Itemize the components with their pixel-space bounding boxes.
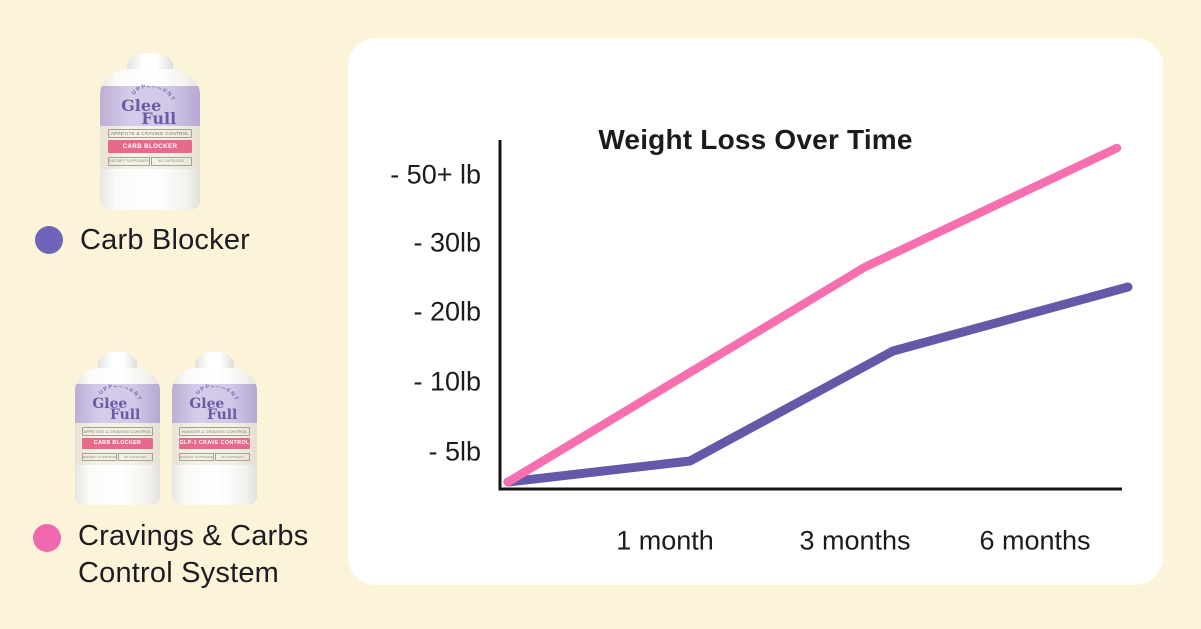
bottle-label: HUNGER & CRAVING CONTROL GLP-1 CRAVE CON… bbox=[172, 422, 257, 466]
label-info-right: 60 CAPSULES bbox=[118, 453, 154, 462]
label-product-name: CARB BLOCKER bbox=[81, 437, 154, 450]
brand-logo: Glee Full bbox=[189, 395, 239, 423]
y-tick-5lb: - 5lb bbox=[428, 436, 481, 467]
y-tick-20lb: - 20lb bbox=[413, 296, 481, 327]
bottle-label: APPETITE & CRAVING CONTROL CARB BLOCKER … bbox=[75, 422, 160, 466]
label-product-name: CARB BLOCKER bbox=[108, 140, 192, 153]
chart-title: Weight Loss Over Time bbox=[598, 124, 913, 155]
label-info-left: DIETARY SUPPLEMENT bbox=[108, 157, 150, 166]
bottle-cap bbox=[97, 352, 138, 369]
bottle-shoulder bbox=[100, 69, 200, 86]
label-info-right: 60 CAPSULES bbox=[150, 157, 192, 166]
y-tick-10lb: - 10lb bbox=[413, 366, 481, 397]
y-tick-30lb: - 30lb bbox=[413, 227, 481, 258]
label-category: HUNGER & CRAVING CONTROL bbox=[178, 426, 251, 436]
bottle-shoulder bbox=[75, 368, 160, 384]
bottle-body: SUPPLEMENTS Glee Full APPETITE & CRAVING… bbox=[75, 367, 160, 505]
label-product-name: GLP-1 CRAVE CONTROL bbox=[178, 437, 251, 450]
bottle-shoulder bbox=[172, 368, 257, 384]
brand-logo-line2: Full bbox=[141, 109, 177, 129]
brand-band: SUPPLEMENTS Glee Full bbox=[100, 82, 200, 129]
product-bottle-glp1-crave-control: SUPPLEMENTS Glee Full HUNGER & CRAVING C… bbox=[172, 352, 257, 505]
product-bottle-carb-blocker-2: SUPPLEMENTS Glee Full APPETITE & CRAVING… bbox=[75, 352, 160, 505]
label-info-left: DIETARY SUPPLEMENT bbox=[178, 453, 214, 462]
brand-band: SUPPLEMENTS Glee Full bbox=[75, 382, 160, 423]
bottle-cap bbox=[194, 352, 235, 369]
legend-label-cravings-carbs-system: Cravings & Carbs Control System bbox=[78, 520, 309, 589]
brand-logo: Glee Full bbox=[121, 96, 179, 129]
brand-logo-line1: Glee bbox=[189, 395, 225, 412]
x-tick-3-months: 3 months bbox=[799, 525, 911, 556]
brand-logo-line2: Full bbox=[206, 406, 238, 423]
carb-blocker-line bbox=[503, 282, 1133, 487]
cravings-carbs-system-line bbox=[503, 143, 1122, 487]
bottle-body: SUPPLEMENTS Glee Full HUNGER & CRAVING C… bbox=[172, 367, 257, 505]
y-tick-50lb: - 50+ lb bbox=[390, 159, 481, 190]
label-info-row: DIETARY SUPPLEMENT 60 CAPSULES bbox=[178, 453, 251, 462]
legend-dot-carb-blocker bbox=[35, 226, 63, 254]
brand-band: SUPPLEMENTS Glee Full bbox=[172, 382, 257, 423]
label-info-right: 60 CAPSULES bbox=[215, 453, 251, 462]
label-info-left: DIETARY SUPPLEMENT bbox=[81, 453, 117, 462]
bottle-body: SUPPLEMENTS Glee Full APPETITE & CRAVING… bbox=[100, 69, 200, 210]
bottle-cap bbox=[127, 53, 173, 71]
brand-logo-line1: Glee bbox=[92, 395, 128, 412]
product-bottle-carb-blocker: SUPPLEMENTS Glee Full APPETITE & CRAVING… bbox=[100, 53, 200, 210]
label-category: APPETITE & CRAVING CONTROL bbox=[81, 426, 154, 436]
brand-logo: Glee Full bbox=[92, 395, 142, 423]
weight-loss-chart bbox=[498, 140, 1133, 491]
legend-dot-cravings-carbs-system bbox=[33, 524, 61, 552]
chart-card: Weight Loss Over Time - 50+ lb - 30lb - … bbox=[348, 38, 1163, 585]
brand-logo-line1: Glee bbox=[121, 96, 162, 116]
x-tick-6-months: 6 months bbox=[979, 525, 1091, 556]
label-category: APPETITE & CRAVING CONTROL bbox=[108, 129, 192, 139]
label-info-row: DIETARY SUPPLEMENT 60 CAPSULES bbox=[81, 453, 154, 462]
label-info-row: DIETARY SUPPLEMENT 60 CAPSULES bbox=[108, 157, 192, 166]
bottle-label: APPETITE & CRAVING CONTROL CARB BLOCKER … bbox=[100, 125, 200, 170]
legend-label-carb-blocker: Carb Blocker bbox=[80, 224, 251, 256]
x-tick-1-month: 1 month bbox=[616, 525, 714, 556]
brand-logo-line2: Full bbox=[109, 406, 141, 423]
